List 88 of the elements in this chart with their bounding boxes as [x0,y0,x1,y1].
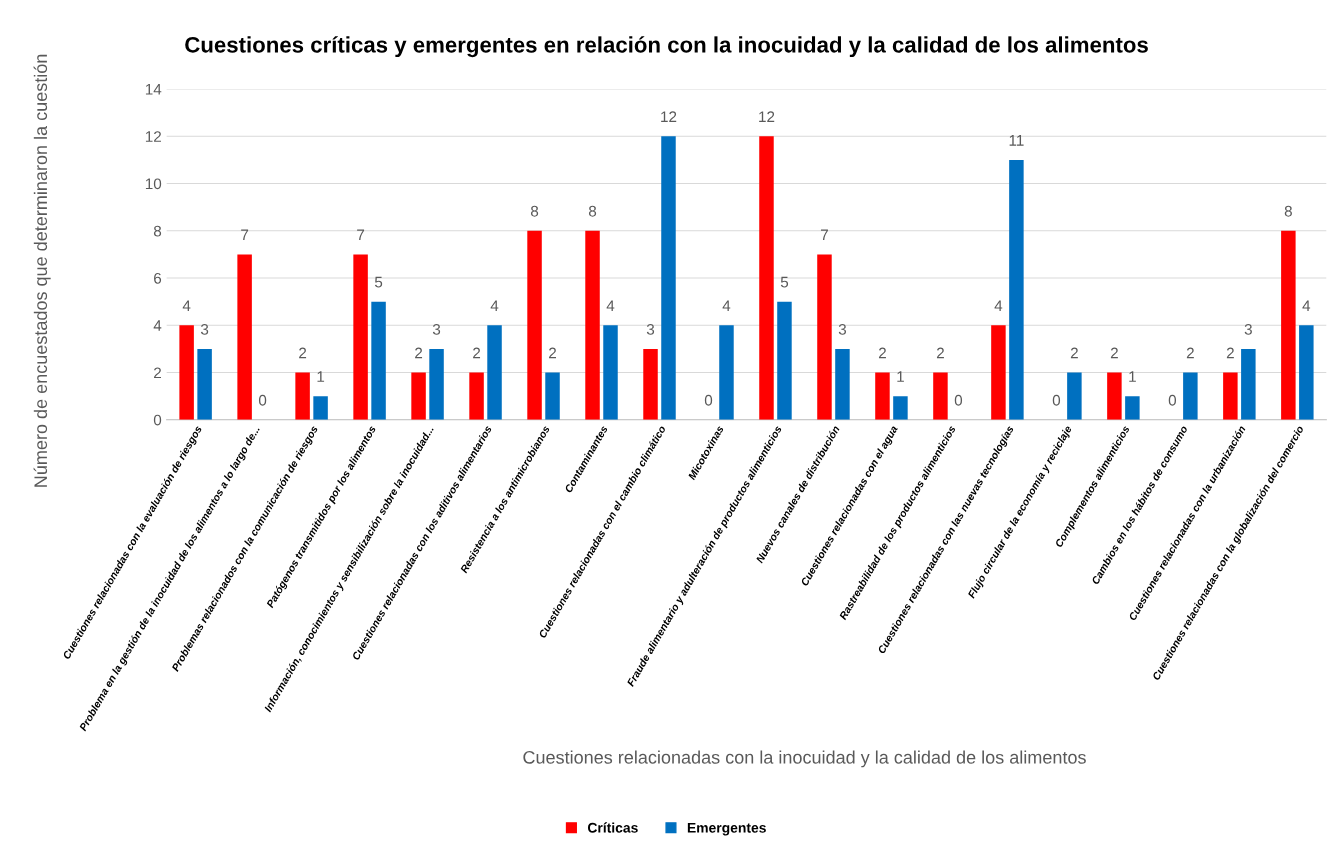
data-label: 3 [432,323,441,335]
data-label: 2 [549,347,556,359]
data-label: 7 [821,229,828,241]
x-axis-title: Cuestiones relacionadas con la inocuidad y la calidad de los alimentos [523,750,1086,768]
data-label: 7 [241,229,249,241]
bar [237,254,252,420]
bar [1107,372,1122,420]
y-tick-label: 12 [145,131,161,142]
bar [603,325,618,420]
data-label: 12 [759,111,775,122]
chart-title: Cuestiones críticas y emergentes en relación con la inocuidad y la calidad de los alimentos [185,36,1148,58]
data-label: 3 [1244,323,1252,335]
data-label: 2 [415,347,423,359]
bar [835,348,850,420]
data-label: 2 [878,347,886,359]
y-tick-label: 0 [153,414,162,426]
bar [353,254,368,420]
bar [1067,372,1082,420]
data-label: 8 [588,205,597,217]
bar [179,325,194,420]
bar [313,396,328,420]
data-label: 0 [1052,394,1061,406]
bar [527,230,542,420]
data-label: 1 [1129,371,1136,382]
bar [429,348,444,420]
data-label: 4 [606,300,615,311]
data-label: 8 [1284,205,1292,217]
y-axis-title: Número de encuestados que determinaron la cuestión [33,54,51,487]
bar [487,325,502,420]
bar [1009,159,1024,420]
data-label: 2 [936,347,944,359]
bar [643,348,658,420]
data-label: 0 [258,394,267,406]
data-label: 2 [1186,347,1194,359]
data-label: 2 [473,347,481,359]
data-label: 11 [1009,135,1024,146]
data-label: 3 [838,323,847,335]
bar [817,254,832,420]
data-label: 0 [704,394,713,406]
data-label: 4 [1302,300,1311,311]
bar [371,301,386,420]
data-label: 5 [780,276,789,288]
data-label: 0 [954,394,963,406]
bar [777,301,792,420]
bar [893,396,908,420]
data-label: 0 [1168,394,1177,406]
data-label: 1 [897,371,904,382]
bar [197,348,212,420]
y-tick-label: 6 [154,272,162,284]
legend-label: Críticas [587,822,638,833]
data-label: 3 [200,323,209,335]
y-tick-label: 2 [154,367,161,379]
data-label: 2 [1226,347,1234,359]
data-label: 4 [490,300,499,311]
bar [933,372,948,420]
data-label: 1 [317,371,325,382]
y-tick-label: 14 [145,84,162,95]
bar [719,325,734,420]
bar [759,136,774,420]
y-tick-label: 10 [145,178,162,190]
data-label: 2 [1110,347,1118,359]
data-label: 2 [299,347,307,359]
bar [1281,230,1296,420]
data-label: 4 [722,300,731,311]
bar [875,372,890,420]
bar [545,372,560,420]
bar [469,372,484,420]
data-label: 4 [994,300,1003,311]
bar [661,136,676,420]
bar [1125,396,1140,420]
data-label: 5 [374,276,383,288]
data-label: 4 [182,300,191,311]
data-label: 2 [1070,347,1078,359]
bar [1183,372,1198,420]
data-label: 7 [357,229,365,241]
bar [991,325,1006,420]
data-label: 8 [530,205,539,217]
bar [295,372,310,420]
y-tick-label: 8 [153,225,162,237]
data-label: 3 [646,323,655,335]
bar [1299,325,1314,420]
bar [1241,348,1256,420]
data-label: 12 [661,111,677,122]
bar [1223,372,1238,420]
bar [585,230,600,420]
bar [411,372,426,420]
legend-label: Emergentes [687,823,766,836]
y-tick-label: 4 [153,320,162,331]
